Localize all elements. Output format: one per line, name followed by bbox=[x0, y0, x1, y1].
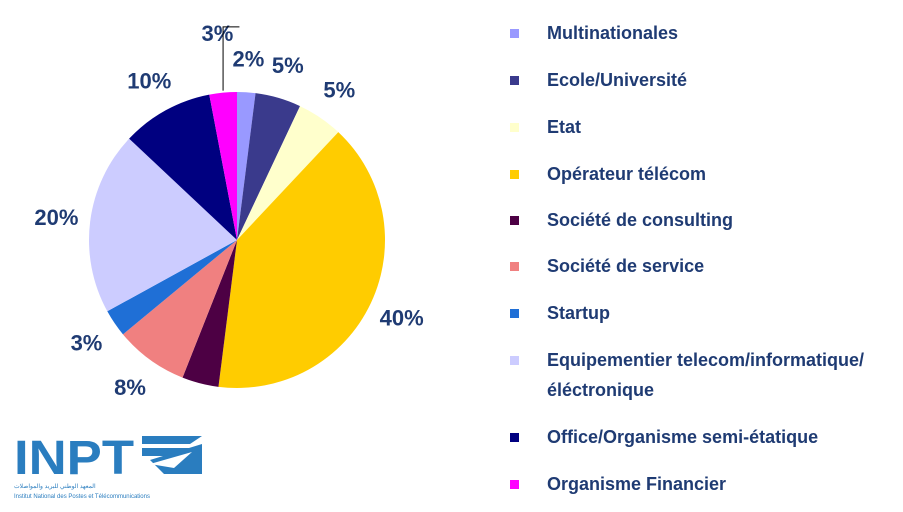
legend-swatch bbox=[510, 216, 519, 225]
legend-swatch bbox=[510, 356, 519, 365]
pie-slice-8 bbox=[89, 138, 237, 312]
leader-line bbox=[222, 26, 240, 91]
logo-wing-icon bbox=[142, 436, 202, 474]
pie-slice-5 bbox=[182, 240, 237, 387]
legend-item: Multinationales bbox=[510, 18, 887, 48]
pie-slice-3 bbox=[237, 106, 339, 240]
legend-label: Société de service bbox=[547, 256, 705, 276]
data-label-1: 2% bbox=[233, 46, 265, 71]
legend-swatch bbox=[510, 123, 519, 132]
pie-slice-9 bbox=[129, 94, 237, 240]
data-label-7: 3% bbox=[71, 330, 103, 355]
pie-slice-7 bbox=[107, 240, 237, 335]
legend-swatch bbox=[510, 29, 519, 38]
data-label-10: 3% bbox=[202, 21, 234, 46]
legend-swatch bbox=[510, 262, 519, 271]
legend-swatch bbox=[510, 480, 519, 489]
pie-slice-4 bbox=[218, 132, 385, 388]
data-label-4: 40% bbox=[380, 305, 424, 330]
pie-chart: 2% 5% 5% 40% 8% 3% 20% 10% 3% bbox=[34, 21, 424, 400]
data-label-3: 5% bbox=[323, 77, 355, 102]
data-label-6: 8% bbox=[114, 375, 146, 400]
legend-item: Société de service bbox=[510, 251, 887, 281]
legend-item: Opérateur télécom bbox=[510, 159, 887, 189]
legend-item: Startup bbox=[510, 298, 887, 328]
pie-slice-1 bbox=[237, 92, 256, 240]
legend-item: Equipementier telecom/informatique/éléct… bbox=[510, 345, 887, 405]
legend-label: Multinationales bbox=[547, 23, 679, 43]
legend-label: Organisme Financier bbox=[547, 474, 727, 494]
legend-item: Office/Organisme semi-étatique bbox=[510, 422, 887, 452]
pie-slice-6 bbox=[122, 240, 237, 378]
legend-label: Equipementier telecom/informatique/éléct… bbox=[547, 350, 865, 400]
inpt-logo: INPT المعهد الوطني للبريد والمواصلات Ins… bbox=[14, 432, 202, 500]
legend-label: Société de consulting bbox=[547, 210, 734, 230]
legend-item: Organisme Financier bbox=[510, 469, 887, 499]
legend-item: Ecole/Université bbox=[510, 65, 887, 95]
legend-label: Startup bbox=[547, 303, 610, 323]
legend-label: Etat bbox=[547, 117, 582, 137]
legend-swatch bbox=[510, 433, 519, 442]
legend-item: Etat bbox=[510, 112, 887, 142]
logo-subtitle: Institut National des Postes et Télécomm… bbox=[14, 494, 150, 500]
legend-label: Opérateur télécom bbox=[547, 164, 707, 184]
logo-arabic: المعهد الوطني للبريد والمواصلات bbox=[14, 483, 96, 490]
legend-swatch bbox=[510, 309, 519, 318]
pie-slice-10 bbox=[209, 92, 237, 240]
logo-text: INPT bbox=[14, 432, 134, 485]
data-label-2: 5% bbox=[272, 53, 304, 78]
legend-label: Office/Organisme semi-étatique bbox=[547, 427, 819, 447]
data-label-9: 10% bbox=[127, 69, 171, 94]
pie-slice-2 bbox=[237, 93, 301, 240]
legend-swatch bbox=[510, 170, 519, 179]
legend-label: Ecole/Université bbox=[547, 70, 688, 90]
legend-item: Société de consulting bbox=[510, 205, 887, 235]
data-label-8: 20% bbox=[34, 205, 78, 230]
legend-swatch bbox=[510, 76, 519, 85]
